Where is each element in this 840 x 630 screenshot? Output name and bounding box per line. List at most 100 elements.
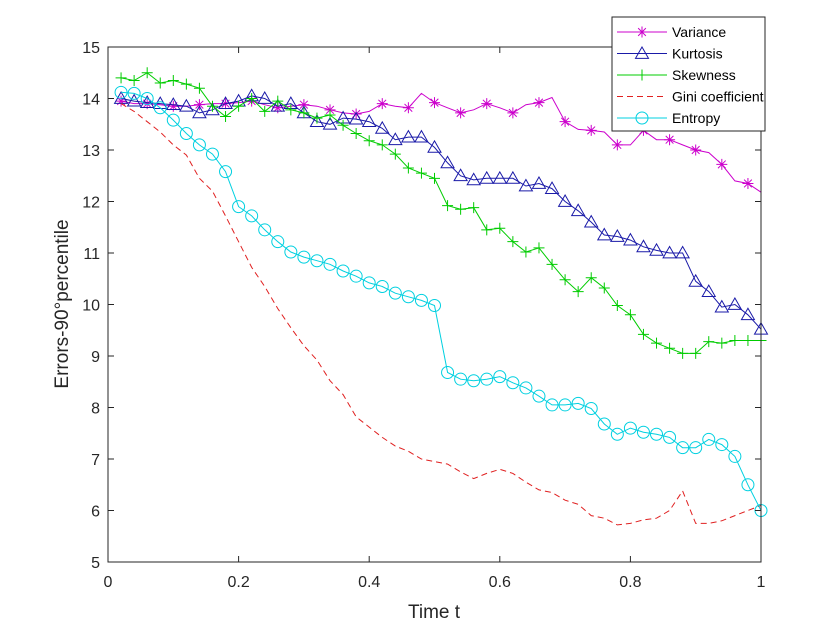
data-point-kurtosis [740,307,756,321]
data-point-skewness [141,67,153,79]
y-tick-label: 15 [82,40,100,57]
series-kurtosis [113,88,769,335]
data-point-entropy [532,389,546,403]
data-point-kurtosis [348,111,364,125]
data-point-kurtosis [675,245,691,259]
y-tick-label: 5 [91,555,100,572]
legend-item-variance: Variance [617,24,726,40]
data-point-entropy [636,425,650,439]
data-point-entropy [663,430,677,444]
data-point-kurtosis [714,299,730,313]
data-point-skewness [651,337,663,349]
data-point-entropy [428,299,441,313]
data-point-skewness [429,172,440,184]
data-point-variance [507,107,519,119]
data-point-variance [350,108,362,120]
data-point-skewness [742,335,754,347]
data-point-skewness [220,111,232,123]
data-point-kurtosis [270,98,286,112]
data-point-skewness [664,342,676,354]
x-tick-label: 0.6 [489,574,511,591]
data-point-entropy [467,374,481,388]
data-point-skewness [716,337,728,349]
y-tick-label: 13 [82,143,100,160]
x-tick-label: 1 [757,574,766,591]
data-point-kurtosis [636,239,651,253]
data-point-entropy [741,478,755,492]
data-point-skewness [389,148,401,160]
data-point-variance [585,124,597,136]
legend-label-skewness: Skewness [672,67,736,83]
data-point-kurtosis [570,203,586,217]
data-point-kurtosis [218,96,233,110]
data-point-skewness [311,112,323,124]
data-point-skewness [233,100,245,112]
data-point-kurtosis [126,93,142,107]
series-skewness [115,67,767,359]
legend-marker-skewness [636,69,648,81]
data-point-skewness [180,78,192,90]
legend-item-entropy: Entropy [617,110,720,126]
data-point-entropy [728,449,742,463]
y-tick-label: 11 [83,246,100,263]
y-axis-label: Errors-90°percentile [52,219,73,388]
data-point-entropy [114,85,128,99]
data-point-variance [559,116,571,128]
data-point-entropy [140,92,154,105]
data-point-entropy [258,223,272,237]
data-point-kurtosis [309,114,325,128]
data-point-kurtosis [505,170,521,184]
data-point-entropy [362,276,376,290]
data-point-skewness [285,104,297,116]
data-point-kurtosis [361,114,377,128]
data-point-kurtosis [727,296,743,310]
data-point-kurtosis [165,97,181,111]
data-point-skewness [363,135,375,147]
data-point-variance [664,134,676,146]
data-point-entropy [349,269,363,283]
data-point-variance [141,98,153,110]
data-point-skewness [154,77,166,89]
data-point-skewness [677,347,689,359]
data-point-variance [716,158,728,170]
data-point-entropy [297,250,311,264]
data-point-skewness [559,274,571,286]
data-point-skewness [468,202,480,214]
data-point-kurtosis [649,242,664,256]
data-point-skewness [494,222,506,234]
legend-label-variance: Variance [672,24,726,40]
data-point-kurtosis [374,120,390,134]
data-point-skewness [481,224,493,236]
legend-label-kurtosis: Kurtosis [672,46,723,62]
data-point-entropy [414,293,428,307]
data-point-skewness [442,200,454,212]
legend-marker-variance [636,26,648,38]
data-point-entropy [205,147,219,161]
data-point-entropy [179,127,193,141]
data-point-skewness [455,203,467,215]
legend-label-gini-coefficient: Gini coefficient [672,89,764,105]
series-line-gini-coefficient [120,103,762,526]
data-point-skewness [115,72,127,84]
data-point-skewness [298,107,310,119]
data-point-entropy [401,290,415,304]
legend-item-kurtosis: Kurtosis [617,46,723,62]
data-point-kurtosis [466,172,482,186]
legend-box [611,16,766,132]
data-point-entropy [610,427,624,441]
x-tick-label: 0.2 [227,574,249,591]
series-line-skewness [121,72,761,354]
data-point-kurtosis [139,95,155,108]
data-point-entropy [323,257,337,271]
data-point-skewness [272,95,284,107]
data-point-skewness [690,347,702,359]
data-point-skewness [337,119,349,131]
data-point-entropy [584,402,598,416]
data-point-skewness [624,309,636,321]
y-tick-label: 6 [91,504,100,521]
data-point-variance [272,102,284,114]
data-point-variance [481,98,493,110]
legend-item-skewness: Skewness [617,67,736,83]
data-point-entropy [153,101,167,115]
